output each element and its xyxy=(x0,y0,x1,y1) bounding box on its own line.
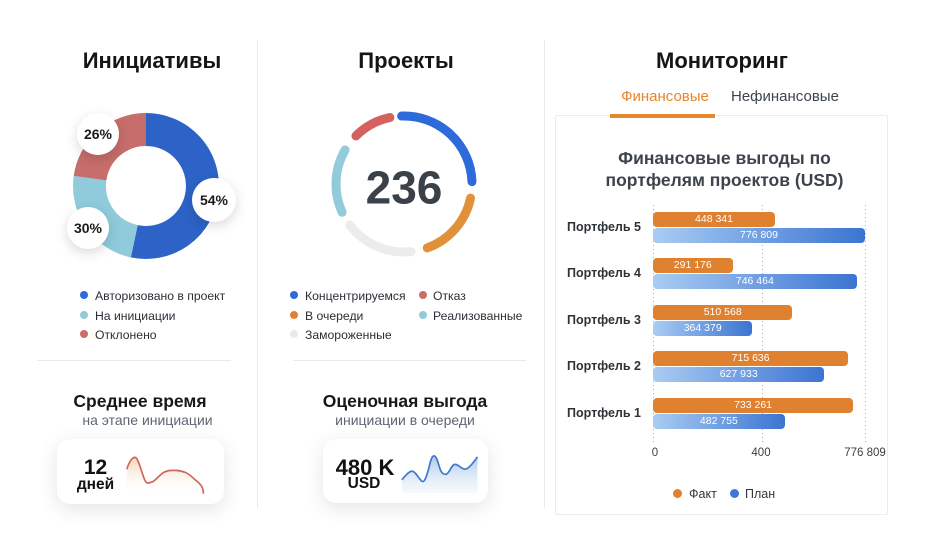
svg-text:236: 236 xyxy=(366,162,443,214)
